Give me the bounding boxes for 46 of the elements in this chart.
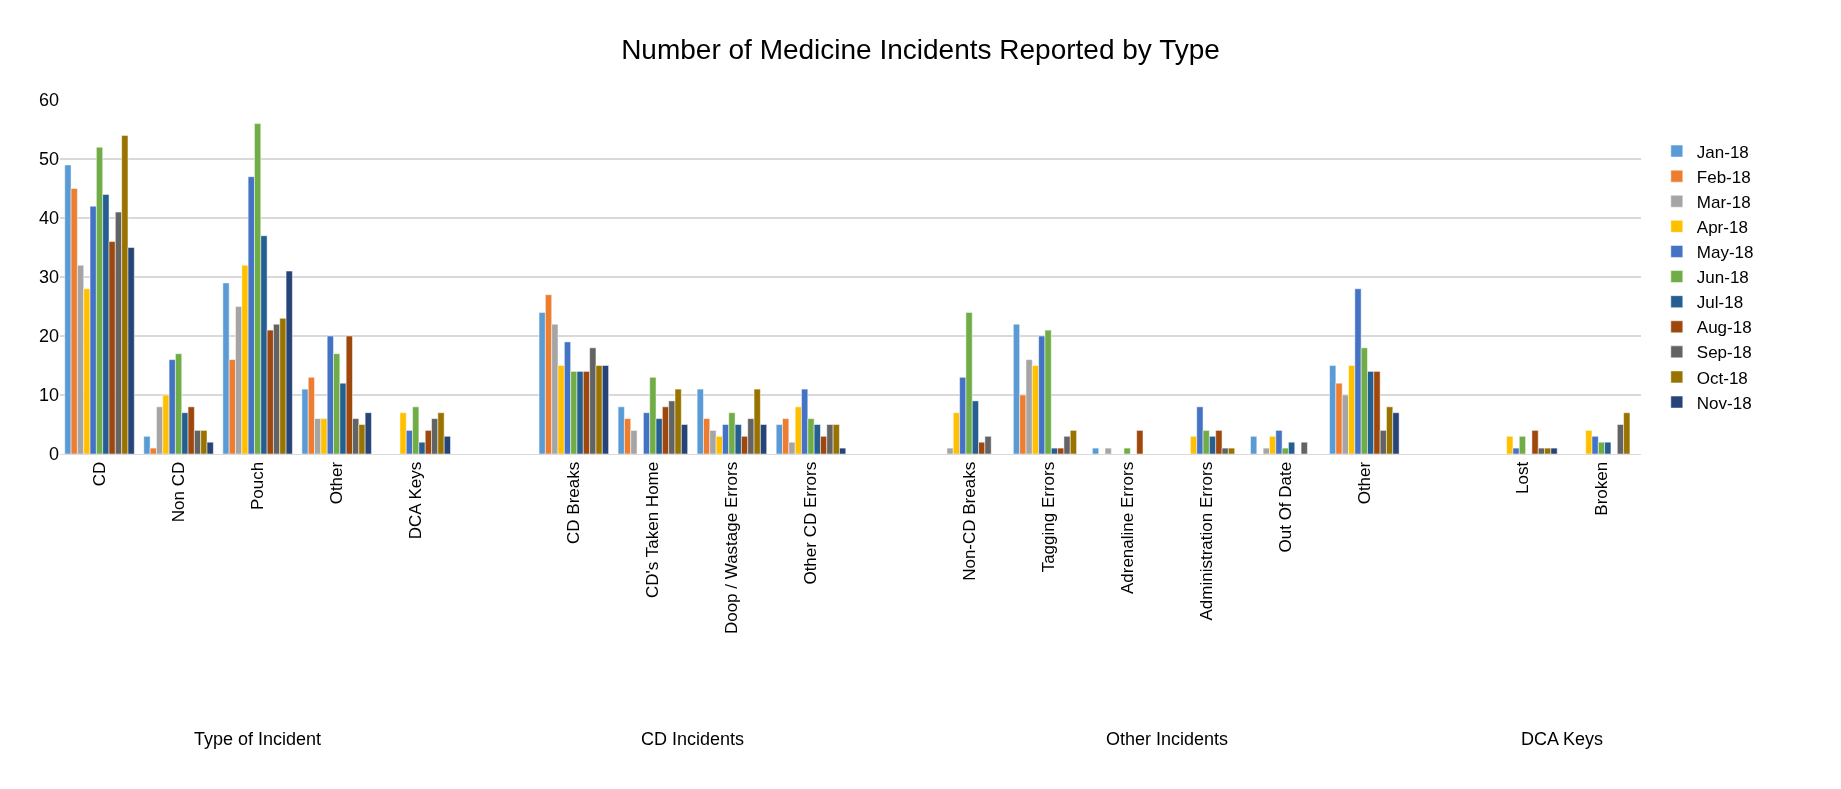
bar xyxy=(1104,447,1112,454)
legend-label: Jan-18 xyxy=(1696,142,1749,162)
x-tick-label: Tagging Errors xyxy=(1038,461,1058,573)
x-tick-label: CD's Taken Home xyxy=(643,461,663,598)
y-tick-label: 60 xyxy=(38,90,59,111)
bar xyxy=(1250,436,1258,454)
y-tick-label: 10 xyxy=(38,385,59,406)
x-tick-label: Pouch xyxy=(248,461,268,510)
x-tick-label: Doop / Wastage Errors xyxy=(722,461,742,635)
x-tick-label: Non CD xyxy=(169,461,189,523)
legend-label: Jul-18 xyxy=(1696,293,1744,313)
x-tick-label: Non-CD Breaks xyxy=(959,461,979,581)
x-tick-label: Lost xyxy=(1512,461,1532,494)
x-tick-label: Other xyxy=(327,461,347,505)
bar xyxy=(1300,441,1308,454)
legend-label: Feb-18 xyxy=(1696,167,1751,187)
y-tick-label: 40 xyxy=(38,208,59,229)
x-tick-label: Out Of Date xyxy=(1275,461,1295,553)
x-tick-label: Administration Errors xyxy=(1196,461,1216,621)
text: Other Incidents xyxy=(1106,729,1229,749)
y-tick-label: 30 xyxy=(38,267,59,288)
text: CD Incidents xyxy=(641,729,745,749)
x-tick-label: Other xyxy=(1354,461,1374,505)
x-tick-label: DCA Keys xyxy=(406,461,426,540)
bar xyxy=(1136,430,1144,454)
legend-label: Sep-18 xyxy=(1696,343,1752,363)
x-tick-label: CD Breaks xyxy=(564,461,584,544)
legend-label: Oct-18 xyxy=(1696,368,1748,388)
legend-label: May-18 xyxy=(1696,243,1754,263)
x-tick-label: Adrenaline Errors xyxy=(1117,461,1137,595)
y-tick-label: 20 xyxy=(38,326,59,347)
legend-label: Nov-18 xyxy=(1696,393,1752,413)
text: DCA Keys xyxy=(1521,729,1604,749)
y-tick-label: 0 xyxy=(48,444,59,465)
x-tick-label: Other CD Errors xyxy=(801,461,821,585)
bar xyxy=(1092,447,1099,454)
x-tick-label: CD xyxy=(90,461,110,487)
legend-label: Mar-18 xyxy=(1696,192,1751,212)
chart-title: Number of Medicine Incidents Reported by Type xyxy=(621,34,1220,66)
text: Type of Incident xyxy=(194,729,322,749)
y-tick-label: 50 xyxy=(38,149,59,170)
bar xyxy=(1123,447,1131,454)
legend-label: Jun-18 xyxy=(1696,268,1749,288)
legend-label: Apr-18 xyxy=(1696,217,1748,237)
legend-label: Aug-18 xyxy=(1696,318,1752,338)
x-tick-label: Broken xyxy=(1592,461,1612,516)
